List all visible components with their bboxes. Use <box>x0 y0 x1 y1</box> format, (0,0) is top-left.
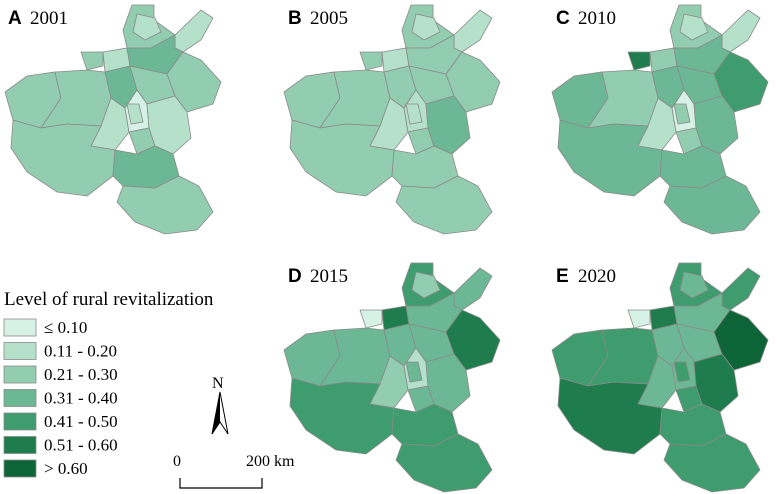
panel-letter-c: C <box>556 8 570 29</box>
region-jiyuan <box>359 309 383 329</box>
legend: Level of rural revitalization ≤ 0.10 0.11… <box>3 289 214 478</box>
region-zhoukou <box>146 95 192 155</box>
north-arrow: N <box>211 375 229 435</box>
scale-bar: 0 200 km <box>173 453 295 489</box>
region-jiyuan <box>80 51 104 71</box>
panel-year-a: 2001 <box>30 8 68 29</box>
panel-year-c: 2010 <box>578 8 616 29</box>
region-zhengzhou-core <box>405 361 423 383</box>
map-panel-d: D 2015 <box>283 262 501 493</box>
north-arrow-label: N <box>212 375 224 392</box>
legend-items: ≤ 0.10 0.11 - 0.20 0.21 - 0.30 0.31 - 0.40 0… <box>3 318 118 478</box>
panel-letter-b: B <box>288 8 302 29</box>
scale-start-label: 0 <box>173 453 181 470</box>
panel-letter-d: D <box>288 266 302 287</box>
map-panel-b: B 2005 <box>283 4 501 235</box>
region-jiyuan <box>627 309 651 329</box>
legend-title: Level of rural revitalization <box>4 289 214 310</box>
region-xinyang <box>395 175 493 235</box>
region-zhengzhou-core <box>673 103 691 125</box>
region-puyang <box>721 9 761 53</box>
legend-label-3: 0.31 - 0.40 <box>44 389 118 408</box>
map-panel-e-regions <box>551 262 769 493</box>
region-xinyang <box>395 433 493 493</box>
region-xinyang <box>116 175 214 235</box>
panel-year-b: 2005 <box>310 8 348 29</box>
map-panel-d-regions <box>283 262 501 493</box>
panel-year-d: 2015 <box>310 266 348 287</box>
region-zhengzhou-core <box>126 103 144 125</box>
region-xinyang <box>663 175 761 235</box>
region-zhoukou <box>693 353 739 413</box>
legend-swatch-4 <box>3 412 37 431</box>
north-arrow-half-icon <box>212 392 220 434</box>
region-hebi <box>411 271 441 299</box>
region-hebi <box>679 271 709 299</box>
region-jiyuan <box>627 51 651 71</box>
legend-swatch-6 <box>3 459 37 478</box>
legend-label-0: ≤ 0.10 <box>44 318 87 337</box>
region-zhengzhou-core <box>405 103 423 125</box>
legend-label-6: > 0.60 <box>44 459 88 478</box>
region-puyang <box>453 9 493 53</box>
map-panel-a: A 2001 <box>4 4 222 235</box>
map-panel-b-regions <box>283 4 501 235</box>
region-jiyuan <box>359 51 383 71</box>
scale-bar-line <box>179 478 263 489</box>
panel-letter-a: A <box>8 8 22 29</box>
region-puyang <box>174 9 214 53</box>
map-panel-c: C 2010 <box>551 4 769 235</box>
region-hebi <box>679 13 709 41</box>
map-panel-e: E 2020 <box>551 262 769 493</box>
legend-label-2: 0.21 - 0.30 <box>44 365 118 384</box>
region-zhengzhou-core <box>673 361 691 383</box>
region-hebi <box>132 13 162 41</box>
legend-swatch-0 <box>3 318 37 337</box>
scale-end-label: 200 km <box>246 453 295 470</box>
legend-swatch-2 <box>3 365 37 384</box>
panel-year-e: 2020 <box>578 266 616 287</box>
region-puyang <box>453 267 493 311</box>
region-puyang <box>721 267 761 311</box>
region-zhoukou <box>693 95 739 155</box>
map-panel-c-regions <box>551 4 769 235</box>
map-panel-a-regions <box>4 4 222 235</box>
legend-swatch-3 <box>3 389 37 407</box>
legend-label-5: 0.51 - 0.60 <box>44 436 118 455</box>
map-panels: A 2001 B 2005 C 2010 D 2015 E 2020 <box>4 4 769 493</box>
legend-label-1: 0.11 - 0.20 <box>44 342 117 361</box>
region-zhoukou <box>425 353 471 413</box>
region-zhoukou <box>425 95 471 155</box>
legend-swatch-5 <box>3 436 37 454</box>
legend-swatch-1 <box>3 342 37 360</box>
legend-label-4: 0.41 - 0.50 <box>44 412 118 431</box>
region-hebi <box>411 13 441 41</box>
region-xinyang <box>663 433 761 493</box>
panel-letter-e: E <box>556 266 569 287</box>
